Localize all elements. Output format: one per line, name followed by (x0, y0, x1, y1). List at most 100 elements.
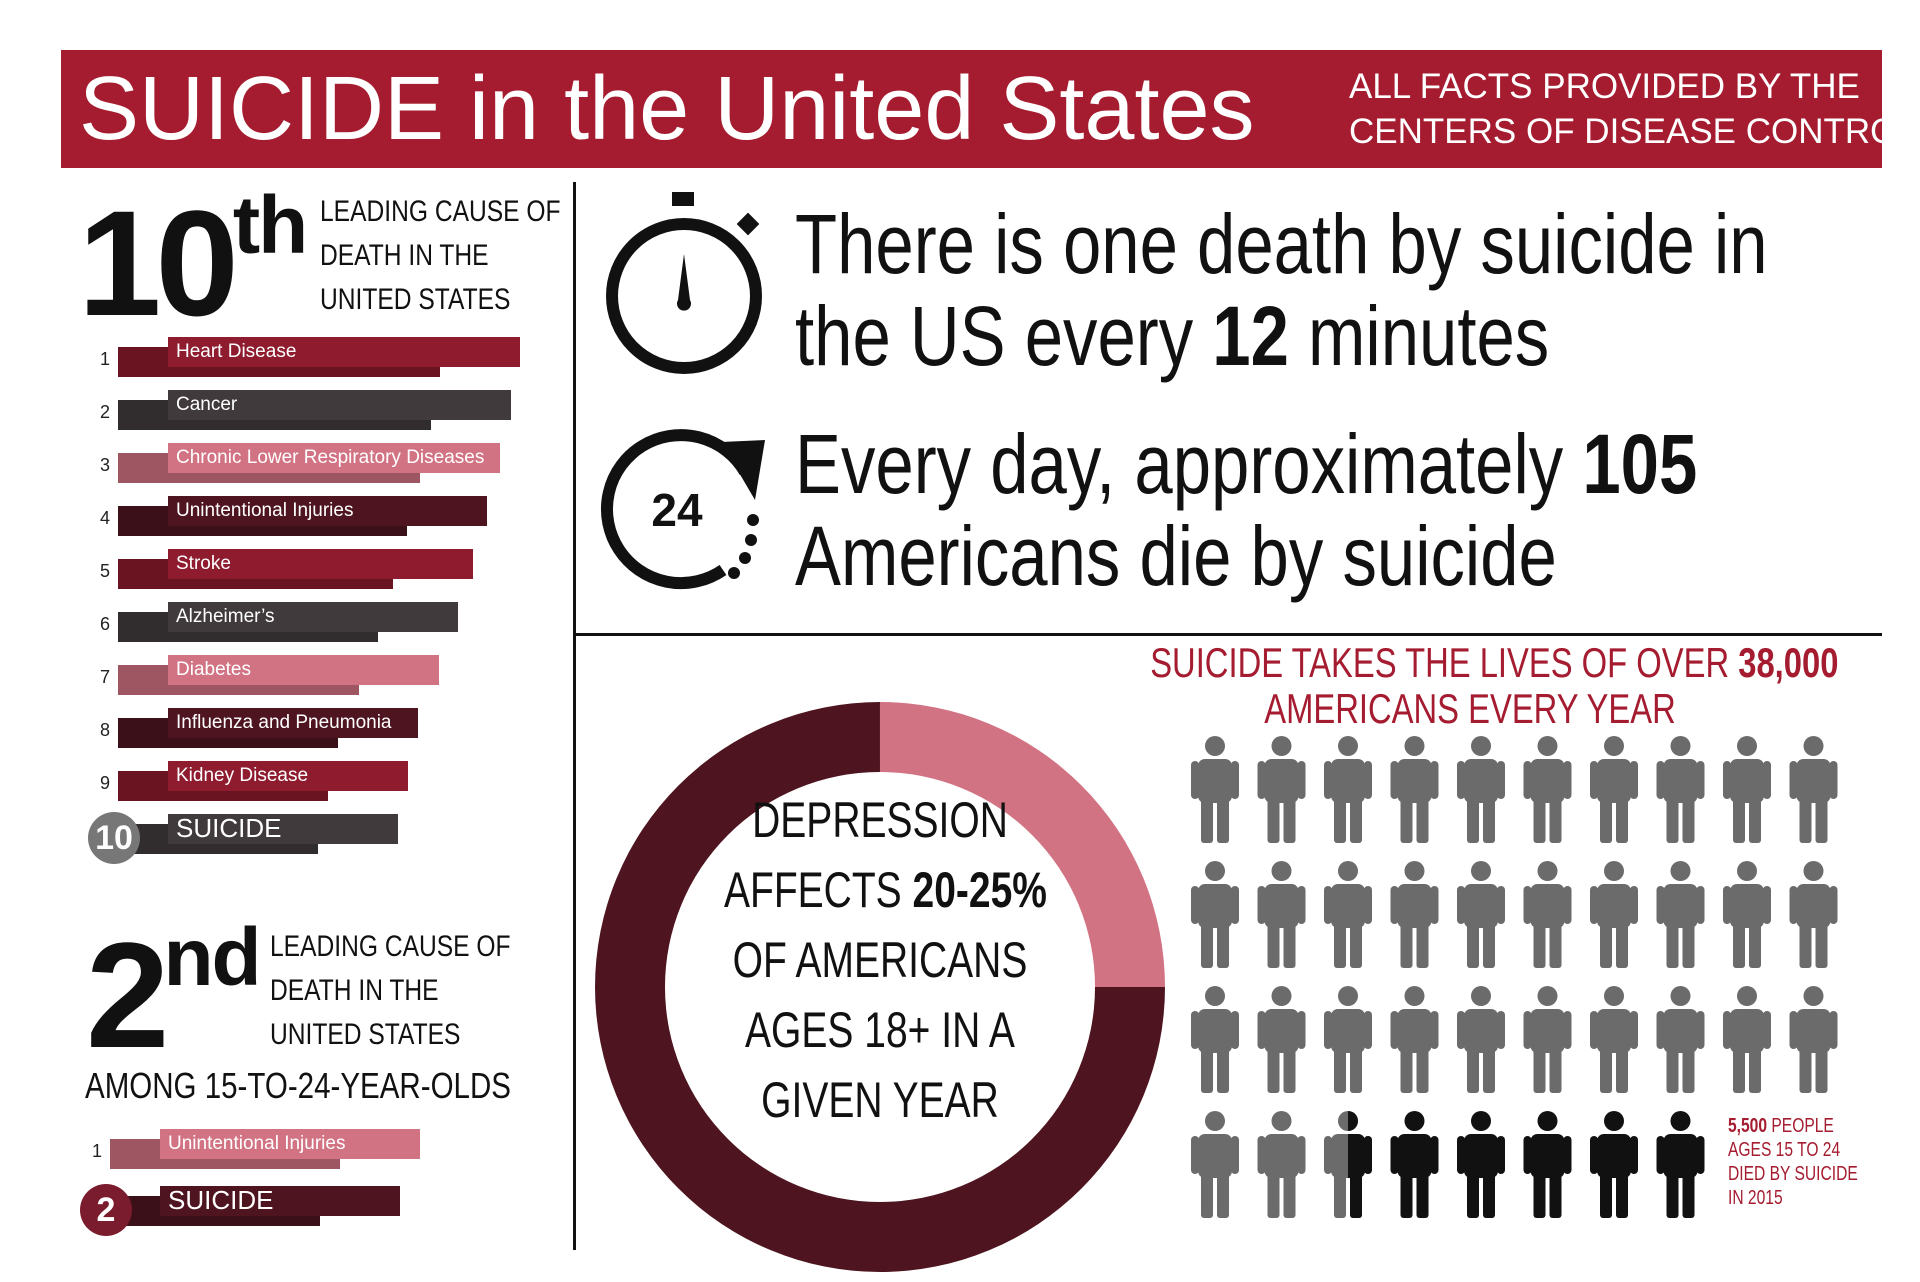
person-icon (1523, 986, 1572, 1093)
cause-label: Unintentional Injuries (176, 500, 354, 521)
overall-rank-suffix: th (232, 180, 308, 271)
24-hour-clock-icon: 24 (601, 429, 765, 590)
cause-label: Unintentional Injuries (168, 1133, 346, 1154)
person-icon (1656, 986, 1705, 1093)
person-icon (1523, 736, 1572, 843)
youth-causes-list: Unintentional Injuries 1 SUICIDE 2 (70, 1120, 470, 1250)
rank-circle: 10 (88, 812, 140, 864)
pictogram-note-line: 5,500 PEOPLE (1728, 1115, 1834, 1137)
person-icon-highlighted (1457, 1111, 1505, 1218)
rank-number: 1 (99, 349, 110, 369)
person-icon-highlighted (1656, 1111, 1705, 1218)
minutes-line-1: There is one death by suicide in (795, 197, 1768, 291)
cause-label: Diabetes (176, 659, 251, 680)
overall-caption-line: LEADING CAUSE OF (320, 195, 561, 228)
depression-value: 20-25% (912, 862, 1047, 918)
pictogram-note-line: IN 2015 (1728, 1187, 1783, 1209)
person-icon (1723, 736, 1771, 843)
overall-rank-heading: 10th (78, 185, 308, 339)
person-icon (1257, 1111, 1306, 1218)
daily-value: 105 (1582, 417, 1698, 511)
person-icon-highlighted (1590, 1111, 1638, 1218)
overall-caption: LEADING CAUSE OF DEATH IN THE UNITED STA… (320, 190, 561, 322)
cause-bar (168, 496, 487, 526)
person-icon (1457, 861, 1505, 968)
person-icon (1390, 861, 1439, 968)
person-icon (1723, 986, 1771, 1093)
rank-number: 9 (99, 773, 110, 793)
depression-line-3: OF AMERICANS (732, 932, 1028, 988)
cause-label: Influenza and Pneumonia (176, 712, 392, 733)
cause-bar (168, 602, 458, 632)
depression-line-4: AGES 18+ IN A (745, 1002, 1015, 1058)
daily-line-1: Every day, approximately 105 (795, 417, 1698, 511)
person-icon (1390, 986, 1439, 1093)
clock-label: 24 (651, 484, 703, 536)
depression-line-1: DEPRESSION (752, 792, 1008, 848)
person-icon (1257, 986, 1306, 1093)
rank-number: 1 (91, 1141, 102, 1161)
daily-stat: Every day, approximately 105 Americans d… (795, 418, 1697, 602)
person-icon (1656, 861, 1705, 968)
cause-label: Alzheimer’s (176, 606, 275, 627)
person-icon (1191, 736, 1239, 843)
youth-caption-line: UNITED STATES (270, 1018, 461, 1051)
youth-rank-heading: 2nd (86, 917, 262, 1071)
rank-number: 8 (99, 720, 110, 740)
overall-rank-number: 10 (78, 179, 239, 347)
overall-caption-line: UNITED STATES (320, 283, 511, 316)
rank-number: 3 (99, 455, 110, 475)
person-icon (1191, 861, 1239, 968)
cause-label: SUICIDE (168, 1185, 274, 1215)
cause-bar (168, 549, 473, 579)
rank-number: 6 (99, 614, 110, 634)
cause-bar (168, 337, 520, 367)
person-icon (1191, 1111, 1239, 1218)
person-icon (1457, 986, 1505, 1093)
stopwatch-icon (606, 192, 762, 374)
pictogram-note-line: AGES 15 TO 24 (1728, 1139, 1841, 1161)
depression-text: DEPRESSION AFFECTS 20-25% OF AMERICANS A… (724, 785, 1047, 1135)
person-icon (1590, 861, 1638, 968)
youth-rank-number: 2 (86, 911, 169, 1079)
cause-bar (168, 655, 439, 685)
rank-number: 2 (99, 402, 110, 422)
cause-bar (168, 708, 418, 738)
cause-bar (160, 1129, 420, 1159)
overall-caption-line: DEATH IN THE (320, 239, 489, 272)
source-line-2: CENTERS OF DISEASE CONTROL (1349, 112, 1917, 151)
source-note: ALL FACTS PROVIDED BY THE CENTERS OF DIS… (1349, 64, 1917, 154)
cause-bar (168, 390, 511, 420)
depression-donut-chart (595, 702, 1165, 1272)
minutes-line-2: the US every 12 minutes (795, 289, 1550, 383)
depression-line-2: AFFECTS 20-25% (724, 862, 1047, 918)
person-icon (1257, 736, 1306, 843)
person-icon (1590, 736, 1638, 843)
horizontal-divider (576, 633, 1882, 636)
cause-bar (168, 443, 500, 473)
youth-caption-line: DEATH IN THE (270, 974, 439, 1007)
pictogram-headline-line-1: SUICIDE TAKES THE LIVES OF OVER 38,000 (1150, 639, 1839, 686)
person-icon (1789, 986, 1838, 1093)
page-title: SUICIDE in the United States (79, 59, 1255, 159)
youth-caption-line: LEADING CAUSE OF (270, 930, 511, 963)
cause-label: Kidney Disease (176, 765, 309, 786)
cause-label: Stroke (176, 553, 231, 574)
person-icon (1191, 986, 1239, 1093)
cause-label: Cancer (176, 394, 238, 415)
minutes-value: 12 (1212, 289, 1289, 383)
person-icon (1390, 736, 1439, 843)
person-icon (1789, 861, 1838, 968)
pictogram-note-value: 5,500 (1728, 1115, 1768, 1137)
daily-line-2: Americans die by suicide (795, 509, 1557, 603)
source-line-1: ALL FACTS PROVIDED BY THE (1349, 67, 1860, 106)
cause-bar (160, 1186, 400, 1216)
rank-circle: 2 (80, 1184, 132, 1236)
pictogram-note-line: DIED BY SUICIDE (1728, 1163, 1858, 1185)
cause-label: Chronic Lower Respiratory Diseases (176, 447, 485, 468)
pictogram-headline-line-2: AMERICANS EVERY YEAR (1264, 685, 1676, 732)
person-icon (1723, 861, 1771, 968)
donut-slice-depression (880, 702, 1165, 987)
rank-number: 5 (99, 561, 110, 581)
cause-bar (168, 761, 408, 791)
